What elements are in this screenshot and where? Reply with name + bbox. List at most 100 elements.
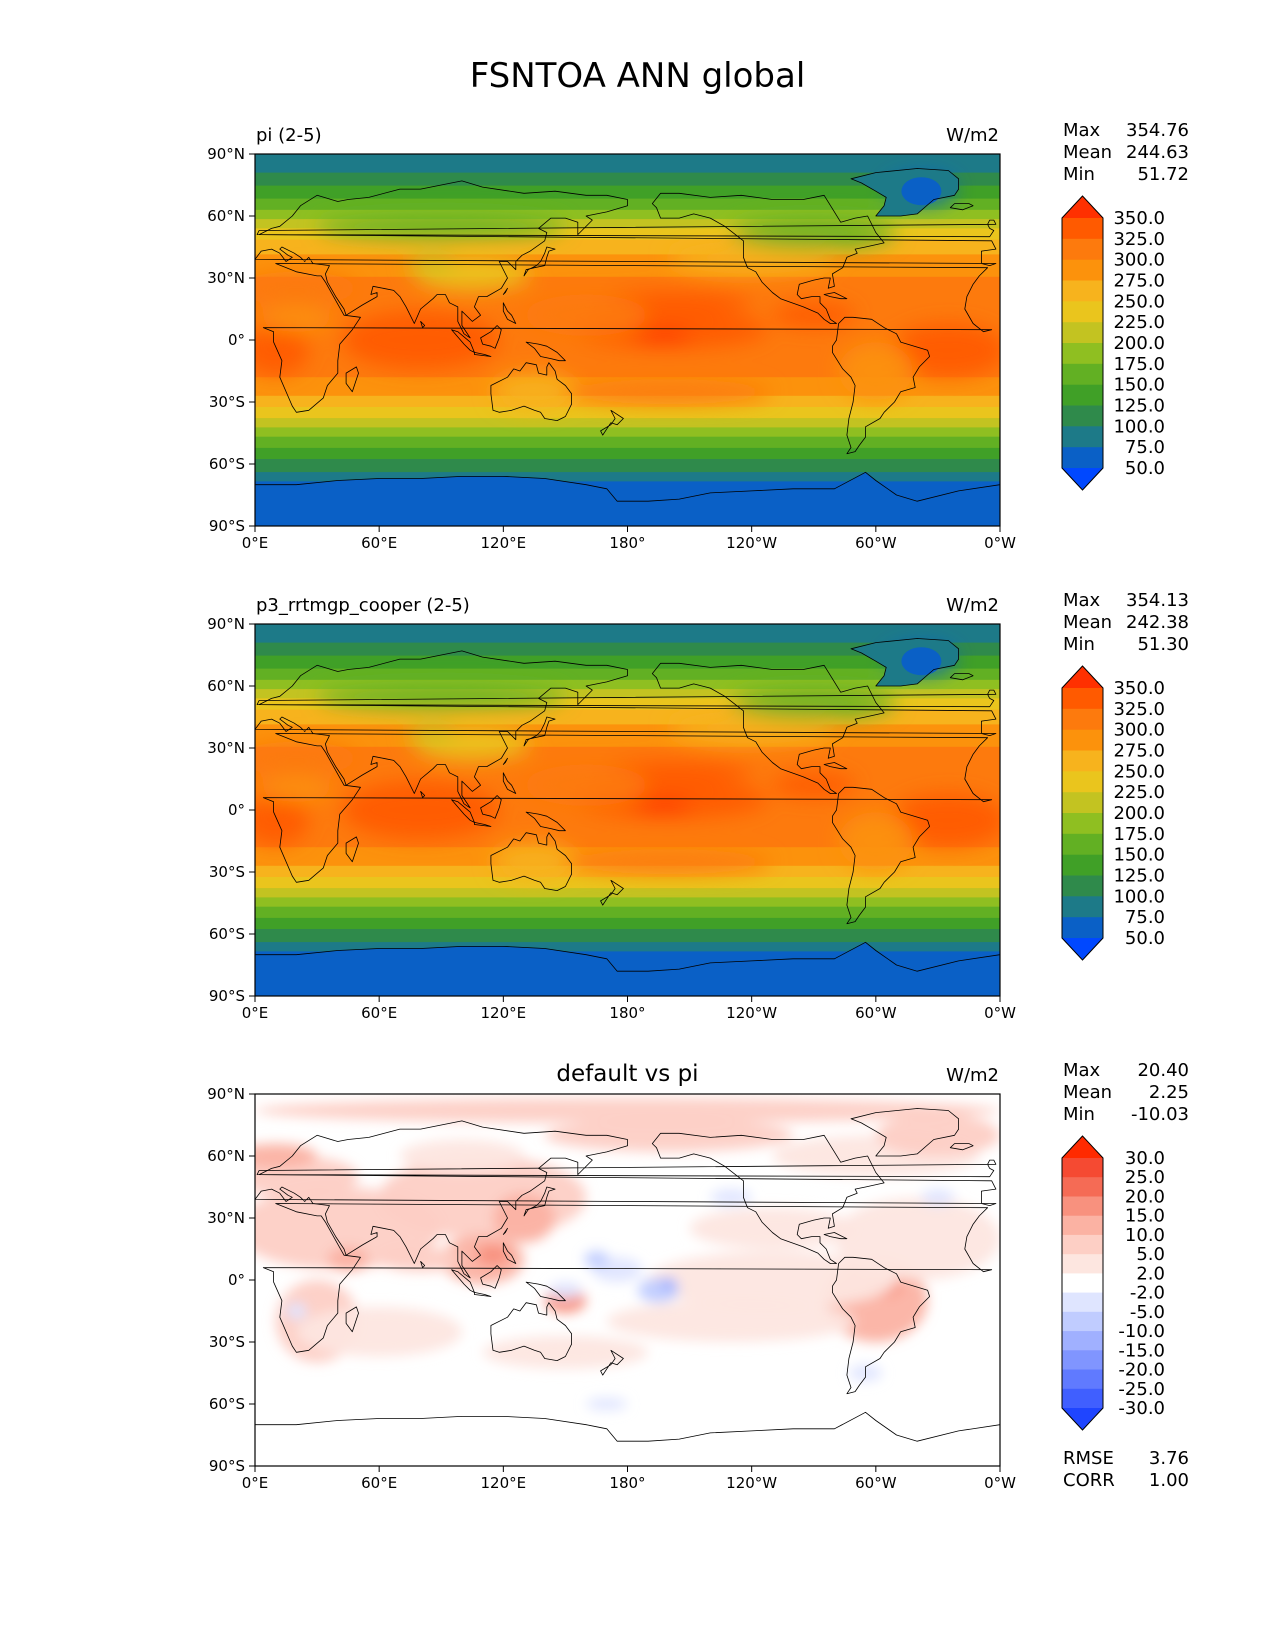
coastline-northamerica [651, 662, 885, 794]
colorbar-cap-top [1062, 196, 1103, 218]
coastline-northamerica [651, 192, 885, 324]
colorbar-label: 250.0 [1113, 761, 1165, 782]
stat-label: CORR [1063, 1470, 1115, 1491]
colorbar-cap-top [1062, 1136, 1103, 1158]
colorbar-label: 100.0 [1113, 416, 1165, 437]
colorbar-segment [1062, 1388, 1103, 1409]
y-tick-label: 30°S [209, 393, 245, 411]
colorbar-segment [1062, 384, 1103, 406]
coastline-eurasia [255, 650, 997, 809]
map-panel-2: p3_rrtmgp_cooper (2-5) W/m2 0°E 60°E 120°E 18… [207, 590, 1189, 1022]
colorbar-label: 125.0 [1113, 866, 1165, 887]
coastline-newguinea [525, 811, 566, 832]
colorbar-segment [1062, 771, 1103, 793]
colorbar-label: 50.0 [1125, 458, 1165, 479]
coastline-newzealand [600, 1349, 624, 1376]
coastline-taiwan [502, 757, 508, 765]
coastline-australia [490, 1302, 572, 1361]
colorbar-label: 350.0 [1113, 678, 1165, 699]
colorbar-segment [1062, 363, 1103, 386]
colorbar-label: 200.0 [1113, 803, 1165, 824]
x-tick-label: 0°E [242, 1004, 269, 1022]
coastline-southamerica [832, 786, 930, 925]
colorbar-segment [1062, 854, 1103, 876]
colorbar-segment [1062, 447, 1103, 469]
colorbar-segment [1062, 426, 1103, 448]
colorbar-label: 325.0 [1113, 229, 1165, 250]
coastline-japan [523, 1186, 556, 1217]
colorbar-segment [1062, 729, 1103, 751]
colorbar-segment [1062, 1292, 1103, 1313]
colorbar-label: 20.0 [1125, 1186, 1165, 1207]
colorbar-label: 275.0 [1113, 741, 1165, 762]
colorbar-segment [1062, 1177, 1103, 1197]
colorbar-label: 350.0 [1113, 208, 1165, 229]
stat-value: 354.76 [1126, 120, 1189, 141]
x-tick-label: 60°E [361, 534, 397, 552]
colorbar-segment [1062, 259, 1103, 281]
coastline-java [473, 1292, 492, 1297]
colorbar-outline [1061, 1135, 1104, 1431]
colorbar-segment [1062, 875, 1103, 897]
colorbar-label: 150.0 [1113, 375, 1165, 396]
colorbar-label: 5.0 [1136, 1244, 1165, 1265]
colorbar-segment [1062, 1196, 1103, 1217]
colorbar-segment [1062, 917, 1103, 939]
colorbar-label: 150.0 [1113, 845, 1165, 866]
stat-label: Min [1063, 164, 1095, 185]
y-tick-label: 90°S [209, 1457, 245, 1475]
coastline-philippines [502, 302, 517, 324]
coastline-cuba [823, 292, 848, 300]
coastline-britain [256, 1159, 997, 1178]
colorbar-segment [1062, 1311, 1103, 1332]
colorbar-segment [1062, 238, 1103, 261]
map-panel-1: pi (2-5) W/m2 0°E 60°E 120°E 180° 120°W 60°W 0°W… [207, 120, 1189, 552]
colorbar-segment [1062, 1350, 1103, 1370]
y-tick-label: 30°S [209, 1333, 245, 1351]
colorbar-segment [1062, 1369, 1103, 1390]
coastline-iceland [949, 1143, 974, 1151]
x-tick-label: 60°E [361, 1004, 397, 1022]
stat-value: 354.13 [1126, 590, 1189, 611]
x-tick-label: 120°E [481, 534, 527, 552]
y-tick-label: 60°N [207, 1147, 245, 1165]
colorbar: 350.0325.0300.0275.0250.0225.0200.0175.0… [1061, 665, 1165, 961]
coastline-srilanka [420, 1261, 426, 1268]
x-tick-label: 0°W [984, 534, 1016, 552]
stat-value: 1.00 [1149, 1470, 1189, 1491]
colorbar-label: 15.0 [1125, 1206, 1165, 1227]
stat-label: Max [1063, 590, 1101, 611]
colorbar-label: 50.0 [1125, 928, 1165, 949]
coastline-britain [256, 219, 997, 238]
coastline-borneo [480, 795, 502, 819]
figure-title: FSNTOA ANN global [469, 56, 806, 96]
colorbar-segment [1062, 1158, 1103, 1178]
y-tick-label: 90°N [207, 1085, 245, 1103]
map-panel-3: default vs pi W/m2 0°E 60°E 120°E 180° 120°W 60… [207, 1060, 1189, 1492]
stat-label: Min [1063, 1104, 1095, 1125]
panel-left-title: pi (2-5) [256, 125, 322, 146]
coastline-newzealand [600, 409, 624, 436]
coastline-greenland [850, 638, 959, 687]
y-tick-label: 30°N [207, 269, 245, 287]
coastline-borneo [480, 325, 502, 349]
colorbar-label: 100.0 [1113, 886, 1165, 907]
colorbar-segment [1062, 1215, 1103, 1236]
y-tick-label: 90°S [209, 987, 245, 1005]
colorbar-label: 200.0 [1113, 333, 1165, 354]
coastline-madagascar [345, 366, 359, 393]
stat-value: -10.03 [1131, 1104, 1189, 1125]
coastline-antarctica [255, 1411, 1000, 1466]
y-tick-label: 0° [228, 331, 245, 349]
coastline-philippines [502, 1242, 517, 1264]
colorbar-label: 175.0 [1113, 354, 1165, 375]
colorbar-segment [1062, 813, 1103, 835]
colorbar-outline [1061, 195, 1104, 491]
y-tick-label: 30°S [209, 863, 245, 881]
x-tick-label: 120°W [726, 534, 777, 552]
colorbar-label: 325.0 [1113, 699, 1165, 720]
colorbar-label: 275.0 [1113, 271, 1165, 292]
colorbar-label: 25.0 [1125, 1167, 1165, 1188]
coastline-australia [490, 362, 572, 422]
